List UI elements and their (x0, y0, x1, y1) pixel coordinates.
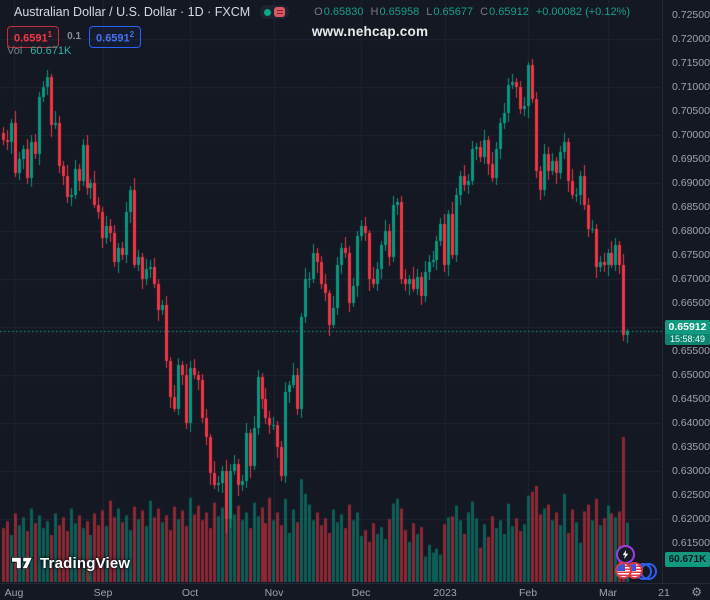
price-axis-label: 0.70500 (672, 105, 710, 117)
time-axis-label: Feb (518, 587, 538, 599)
time-axis-label: 2023 (433, 587, 457, 599)
price-axis-label: 0.72500 (672, 9, 710, 21)
volume-value: 60.671K (30, 45, 72, 57)
open-value: 0.65830 (323, 6, 364, 18)
usd-flag-icon (628, 564, 641, 577)
price-axis-label: 0.64000 (672, 417, 710, 429)
price-axis-label: 0.67500 (672, 249, 710, 261)
ohlc-values: O 0.65830 H 0.65958 L 0.65677 C 0.65912 +0.0… (307, 6, 630, 18)
axis-settings-gear-icon[interactable]: ⚙ (691, 585, 702, 599)
low-label: L (426, 6, 433, 18)
high-label: H (370, 6, 379, 18)
price-axis-label: 0.71500 (672, 57, 710, 69)
time-axis-label: Oct (181, 587, 199, 599)
tradingview-logo[interactable]: TradingView (10, 553, 130, 573)
last-price-badge: 0.65912 15:58:49 (665, 320, 710, 345)
price-axis[interactable]: 0.72500 0.72000 0.71500 0.71000 0.70500 0.700… (662, 0, 710, 583)
watermark: www.nehcap.com (311, 24, 429, 39)
volume-label: Vol (7, 45, 23, 57)
time-axis[interactable]: ⚙ Aug Sep Oct Nov Dec 2023 Feb Mar 21 (0, 583, 710, 600)
volume-axis-badge: 60.671K (665, 552, 710, 567)
symbol-title[interactable]: Australian Dollar / U.S. Dollar · 1D · F… (14, 5, 251, 19)
price-axis-label: 0.63000 (672, 465, 710, 477)
price-axis-label: 0.64500 (672, 393, 710, 405)
price-axis-label: 0.69500 (672, 153, 710, 165)
price-axis-label: 0.68500 (672, 201, 710, 213)
time-axis-label: Sep (93, 587, 113, 599)
time-axis-label: Dec (351, 587, 371, 599)
time-axis-label: 21 (658, 587, 670, 599)
time-axis-label: Mar (598, 587, 618, 599)
instant-trading-bolt-icon[interactable] (616, 545, 635, 564)
price-axis-label: 0.70000 (672, 129, 710, 141)
tradingview-logo-icon (11, 557, 34, 569)
price-axis-label: 0.62000 (672, 513, 710, 525)
close-label: C (480, 6, 489, 18)
market-open-dot-icon (264, 8, 272, 16)
time-axis-label: Nov (264, 587, 284, 599)
bar-countdown: 15:58:49 (665, 334, 710, 345)
low-value: 0.65677 (433, 6, 474, 18)
price-axis-label: 0.72000 (672, 33, 710, 45)
price-axis-label: 0.61500 (672, 537, 710, 549)
spread-value: 0.1 (67, 31, 82, 43)
price-axis-label: 0.65500 (672, 345, 710, 357)
change-value: +0.00082 (+0.12%) (535, 6, 631, 18)
close-value: 0.65912 (489, 6, 529, 18)
last-price-value: 0.65912 (668, 321, 707, 333)
price-axis-label: 0.65000 (672, 369, 710, 381)
price-axis-label: 0.67000 (672, 273, 710, 285)
aud-flag-icon (617, 564, 630, 577)
market-status-pill[interactable] (260, 5, 290, 19)
paused-status-icon (274, 7, 286, 17)
open-label: O (314, 6, 323, 18)
price-axis-label: 0.69000 (672, 177, 710, 189)
tradingview-logo-text: TradingView (40, 554, 131, 572)
time-axis-label: Aug (4, 587, 24, 599)
price-axis-label: 0.63500 (672, 441, 710, 453)
price-axis-label: 0.62500 (672, 489, 710, 501)
high-value: 0.65958 (379, 6, 420, 18)
price-axis-label: 0.71000 (672, 81, 710, 93)
buy-price-button[interactable]: 0.65912 (89, 26, 142, 48)
price-axis-label: 0.66500 (672, 297, 710, 309)
price-axis-label: 0.68000 (672, 225, 710, 237)
broker-flags-icon[interactable] (616, 562, 660, 581)
sell-price-button[interactable]: 0.65911 (7, 26, 60, 48)
